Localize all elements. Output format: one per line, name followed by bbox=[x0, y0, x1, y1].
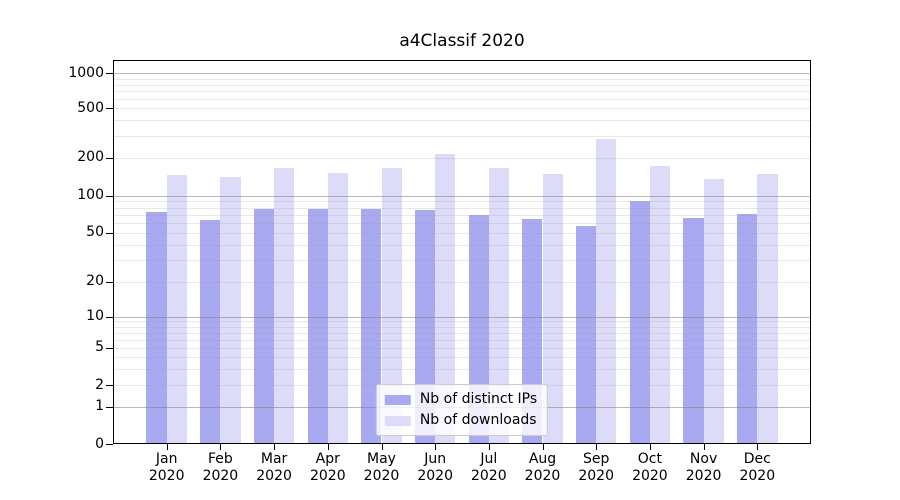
y-tick-label-100: 100 bbox=[77, 187, 104, 204]
bar-downloads-aug bbox=[542, 173, 563, 444]
y-tick-mark-100 bbox=[106, 195, 113, 197]
chart-title: a4Classif 2020 bbox=[399, 31, 525, 51]
bar-distinct-ips-sep bbox=[575, 225, 597, 444]
x-tick-label-dec: Dec 2020 bbox=[739, 451, 776, 484]
y-tick-mark-20 bbox=[106, 281, 113, 283]
y-tick-label-0: 0 bbox=[95, 435, 104, 452]
x-tick-mark-oct bbox=[649, 444, 651, 450]
y-tick-mark-2 bbox=[106, 385, 113, 386]
x-tick-mark-jan bbox=[166, 444, 168, 450]
y-tick-label-200: 200 bbox=[77, 149, 104, 166]
x-tick-label-jun: Jun 2020 bbox=[417, 451, 453, 484]
x-tick-label-oct: Oct 2020 bbox=[632, 451, 668, 484]
legend-label-downloads: Nb of downloads bbox=[419, 412, 537, 428]
y-tick-label-20: 20 bbox=[86, 273, 104, 290]
x-tick-mark-nov bbox=[703, 444, 705, 450]
x-tick-mark-jun bbox=[435, 444, 437, 450]
x-tick-mark-apr bbox=[327, 444, 329, 450]
x-tick-label-aug: Aug 2020 bbox=[524, 451, 561, 484]
x-tick-mark-mar bbox=[274, 444, 276, 450]
y-tick-mark-500 bbox=[106, 108, 113, 110]
bar-distinct-ips-apr bbox=[307, 209, 328, 444]
bar-downloads-apr bbox=[327, 172, 349, 444]
legend-swatch-downloads bbox=[384, 415, 411, 426]
x-tick-label-mar: Mar 2020 bbox=[256, 451, 292, 484]
x-tick-label-sep: Sep 2020 bbox=[578, 451, 614, 484]
y-tick-label-1000: 1000 bbox=[68, 64, 104, 81]
bar-distinct-ips-mar bbox=[253, 209, 275, 444]
y-tick-mark-200 bbox=[106, 157, 113, 159]
y-tick-mark-0 bbox=[106, 444, 113, 445]
x-tick-label-feb: Feb 2020 bbox=[202, 451, 239, 484]
bar-downloads-mar bbox=[274, 168, 295, 444]
plot-area: Nb of distinct IPs Nb of downloads bbox=[113, 60, 811, 444]
bar-distinct-ips-jan bbox=[146, 211, 167, 444]
y-tick-mark-1000 bbox=[106, 73, 113, 75]
bar-downloads-feb bbox=[220, 177, 241, 444]
bar-downloads-sep bbox=[596, 139, 617, 444]
legend-swatch-distinct-ips bbox=[384, 394, 411, 405]
y-tick-label-2: 2 bbox=[95, 376, 104, 393]
y-tick-label-1: 1 bbox=[95, 398, 104, 414]
x-tick-label-may: May 2020 bbox=[363, 451, 400, 484]
bar-distinct-ips-nov bbox=[683, 217, 704, 444]
legend-label-distinct-ips: Nb of distinct IPs bbox=[419, 391, 538, 407]
y-tick-label-50: 50 bbox=[86, 224, 104, 241]
y-tick-mark-5 bbox=[106, 347, 113, 349]
x-tick-label-jul: Jul 2020 bbox=[470, 451, 507, 484]
x-tick-mark-feb bbox=[220, 444, 222, 450]
bar-downloads-nov bbox=[703, 179, 724, 444]
x-tick-label-jan: Jan 2020 bbox=[148, 451, 185, 484]
y-tick-label-5: 5 bbox=[95, 339, 104, 356]
bar-downloads-jun bbox=[435, 154, 456, 444]
x-tick-mark-sep bbox=[596, 444, 598, 450]
x-tick-label-apr: Apr 2020 bbox=[309, 451, 346, 484]
x-tick-mark-may bbox=[381, 444, 383, 450]
y-tick-label-10: 10 bbox=[86, 308, 104, 325]
bar-downloads-jul bbox=[488, 168, 510, 444]
y-tick-mark-10 bbox=[106, 316, 113, 318]
bar-distinct-ips-oct bbox=[629, 201, 650, 444]
y-tick-mark-1 bbox=[106, 406, 113, 408]
legend-entry-distinct-ips: Nb of distinct IPs bbox=[384, 391, 538, 408]
bar-distinct-ips-dec bbox=[737, 214, 758, 444]
y-tick-mark-50 bbox=[106, 232, 113, 234]
y-tick-label-500: 500 bbox=[77, 99, 104, 116]
bar-downloads-oct bbox=[649, 166, 671, 444]
x-tick-label-nov: Nov 2020 bbox=[685, 451, 722, 484]
x-tick-mark-jul bbox=[488, 444, 490, 450]
x-tick-mark-dec bbox=[757, 444, 759, 450]
legend: Nb of distinct IPs Nb of downloads bbox=[375, 384, 549, 436]
bar-downloads-dec bbox=[757, 174, 778, 444]
bar-downloads-jan bbox=[166, 175, 187, 444]
x-tick-mark-aug bbox=[542, 444, 544, 450]
legend-entry-downloads: Nb of downloads bbox=[384, 412, 537, 429]
bar-downloads-may bbox=[381, 168, 402, 444]
bar-distinct-ips-feb bbox=[200, 219, 221, 444]
